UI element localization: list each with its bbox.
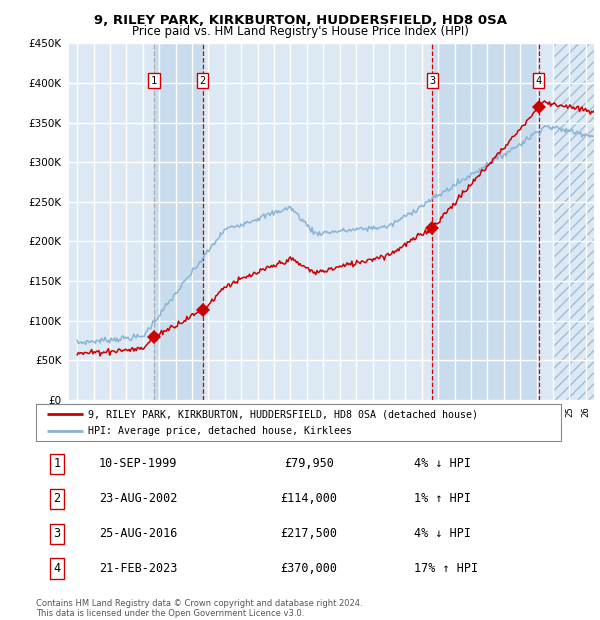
Text: 21-FEB-2023: 21-FEB-2023: [99, 562, 178, 575]
Text: 4: 4: [535, 76, 542, 86]
Text: £370,000: £370,000: [281, 562, 337, 575]
Text: 1% ↑ HPI: 1% ↑ HPI: [414, 492, 471, 505]
Text: 23-AUG-2002: 23-AUG-2002: [99, 492, 178, 505]
Text: 9, RILEY PARK, KIRKBURTON, HUDDERSFIELD, HD8 0SA: 9, RILEY PARK, KIRKBURTON, HUDDERSFIELD,…: [94, 14, 506, 27]
Text: 4% ↓ HPI: 4% ↓ HPI: [414, 458, 471, 471]
Bar: [154, 43, 203, 400]
Text: £217,500: £217,500: [281, 527, 337, 540]
Text: 2: 2: [199, 76, 206, 86]
Text: 1: 1: [53, 458, 61, 471]
Text: 2: 2: [53, 492, 61, 505]
Text: 4: 4: [53, 562, 61, 575]
Bar: [432, 43, 539, 400]
Text: 17% ↑ HPI: 17% ↑ HPI: [414, 562, 478, 575]
Text: HPI: Average price, detached house, Kirklees: HPI: Average price, detached house, Kirk…: [89, 427, 353, 436]
Text: 25-AUG-2016: 25-AUG-2016: [99, 527, 178, 540]
Text: Price paid vs. HM Land Registry's House Price Index (HPI): Price paid vs. HM Land Registry's House …: [131, 25, 469, 38]
FancyBboxPatch shape: [36, 404, 561, 441]
Text: 3: 3: [429, 76, 436, 86]
Text: 10-SEP-1999: 10-SEP-1999: [99, 458, 178, 471]
Text: £114,000: £114,000: [281, 492, 337, 505]
Text: £79,950: £79,950: [284, 458, 334, 471]
Text: 4% ↓ HPI: 4% ↓ HPI: [414, 527, 471, 540]
Text: 9, RILEY PARK, KIRKBURTON, HUDDERSFIELD, HD8 0SA (detached house): 9, RILEY PARK, KIRKBURTON, HUDDERSFIELD,…: [89, 409, 479, 419]
Text: 3: 3: [53, 527, 61, 540]
Text: Contains HM Land Registry data © Crown copyright and database right 2024.
This d: Contains HM Land Registry data © Crown c…: [36, 599, 362, 618]
Text: 1: 1: [151, 76, 157, 86]
